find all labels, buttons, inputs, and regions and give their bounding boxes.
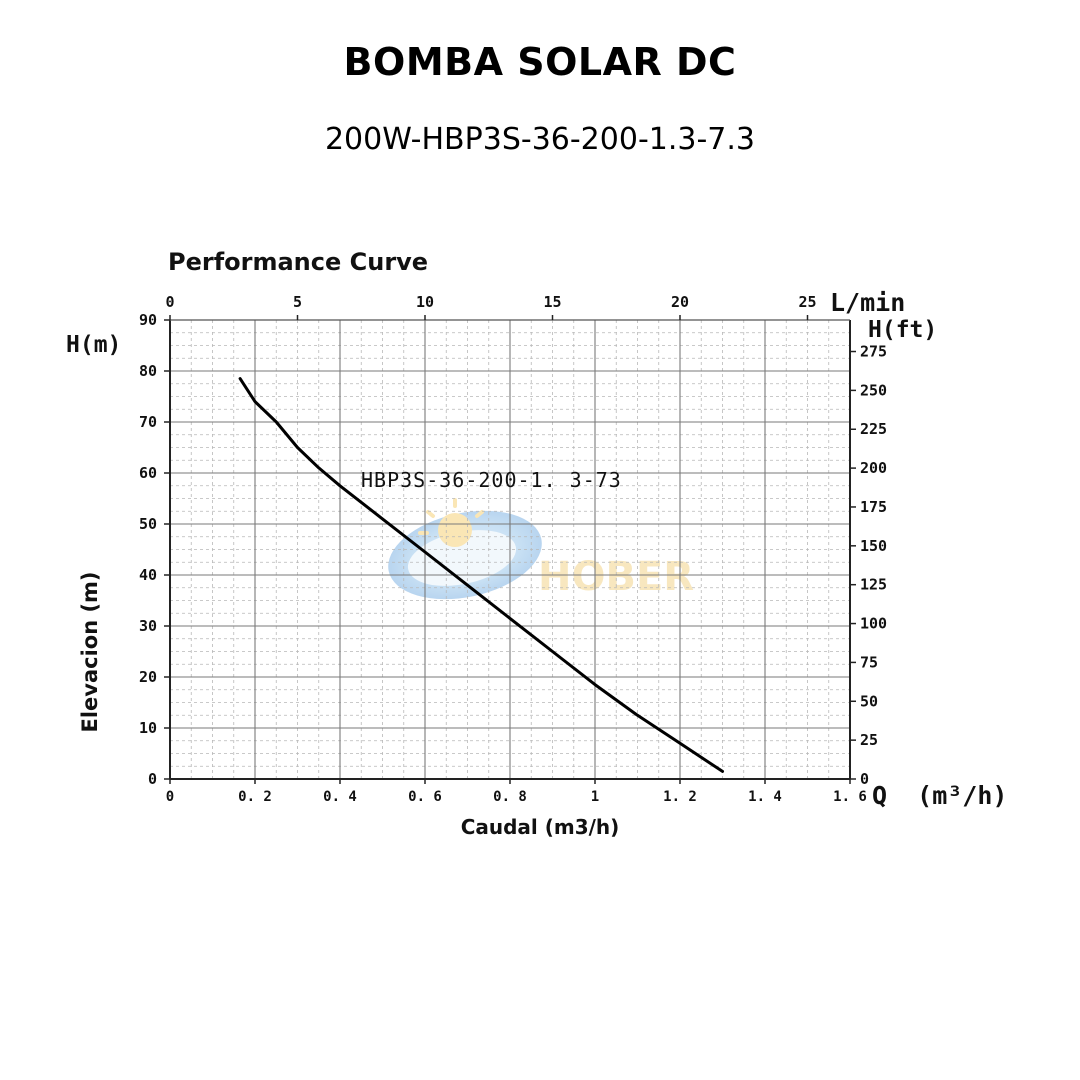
x-tick-label: 1. 2 xyxy=(663,789,697,805)
x-tick-label: 0. 8 xyxy=(493,789,527,805)
right-axis-unit: H(ft) xyxy=(868,317,937,343)
y-tick-label: 20 xyxy=(139,668,157,686)
tick-labels: 0 0. 2 0. 4 0. 6 0. 8 1 1. 2 1. 4 1. 60102030405… xyxy=(139,293,887,805)
right-tick-label: 275 xyxy=(860,343,887,361)
y-tick-label: 70 xyxy=(139,413,157,431)
y-axis-label: Elevacion (m) xyxy=(78,571,102,732)
series-layer: HBP3S-36-200-1. 3-73 xyxy=(238,377,724,773)
y-tick-label: 80 xyxy=(139,362,157,380)
page-subtitle: 200W-HBP3S-36-200-1.3-7.3 xyxy=(324,122,756,157)
top-tick-label: 25 xyxy=(798,293,816,311)
x-tick-label: 0. 4 xyxy=(323,789,357,805)
series-label: HBP3S-36-200-1. 3-73 xyxy=(361,468,622,492)
top-tick-label: 5 xyxy=(293,293,302,311)
top-axis-unit: L/min xyxy=(830,288,905,317)
chart-title: Performance Curve xyxy=(168,248,428,276)
right-tick-label: 75 xyxy=(860,653,878,671)
right-tick-label: 100 xyxy=(860,615,887,633)
x-tick-label: 1 xyxy=(591,789,599,805)
x-tick-label: 0. 2 xyxy=(238,789,272,805)
page-title: BOMBA SOLAR DC xyxy=(343,40,737,84)
y-tick-label: 40 xyxy=(139,566,157,584)
x-tick-label: 1. 4 xyxy=(748,789,782,805)
series-line xyxy=(238,377,724,773)
axes xyxy=(164,315,856,784)
y-tick-label: 30 xyxy=(139,617,157,635)
top-tick-label: 15 xyxy=(543,293,561,311)
right-tick-label: 50 xyxy=(860,692,878,710)
y-tick-label: 10 xyxy=(139,719,157,737)
right-tick-label: 25 xyxy=(860,731,878,749)
top-tick-label: 0 xyxy=(165,293,174,311)
right-tick-label: 175 xyxy=(860,498,887,516)
y-tick-label: 60 xyxy=(139,464,157,482)
x-tick-label: 0. 6 xyxy=(408,789,442,805)
right-tick-label: 150 xyxy=(860,537,887,555)
right-tick-label: 250 xyxy=(860,381,887,399)
top-tick-label: 20 xyxy=(671,293,689,311)
x-tick-label: 0 xyxy=(166,789,174,805)
y-tick-label: 50 xyxy=(139,515,157,533)
left-axis-unit: H(m) xyxy=(66,332,121,358)
right-tick-label: 0 xyxy=(860,770,869,788)
y-tick-label: 90 xyxy=(139,311,157,329)
right-tick-label: 200 xyxy=(860,459,887,477)
x-axis-unit: Q (m³/h) xyxy=(872,781,1007,810)
x-axis-label: Caudal (m3/h) xyxy=(461,815,620,839)
right-tick-label: 225 xyxy=(860,420,887,438)
right-tick-label: 125 xyxy=(860,576,887,594)
top-tick-label: 10 xyxy=(416,293,434,311)
grid-major xyxy=(170,320,850,779)
x-tick-label: 1. 6 xyxy=(833,789,867,805)
y-tick-label: 0 xyxy=(148,770,157,788)
